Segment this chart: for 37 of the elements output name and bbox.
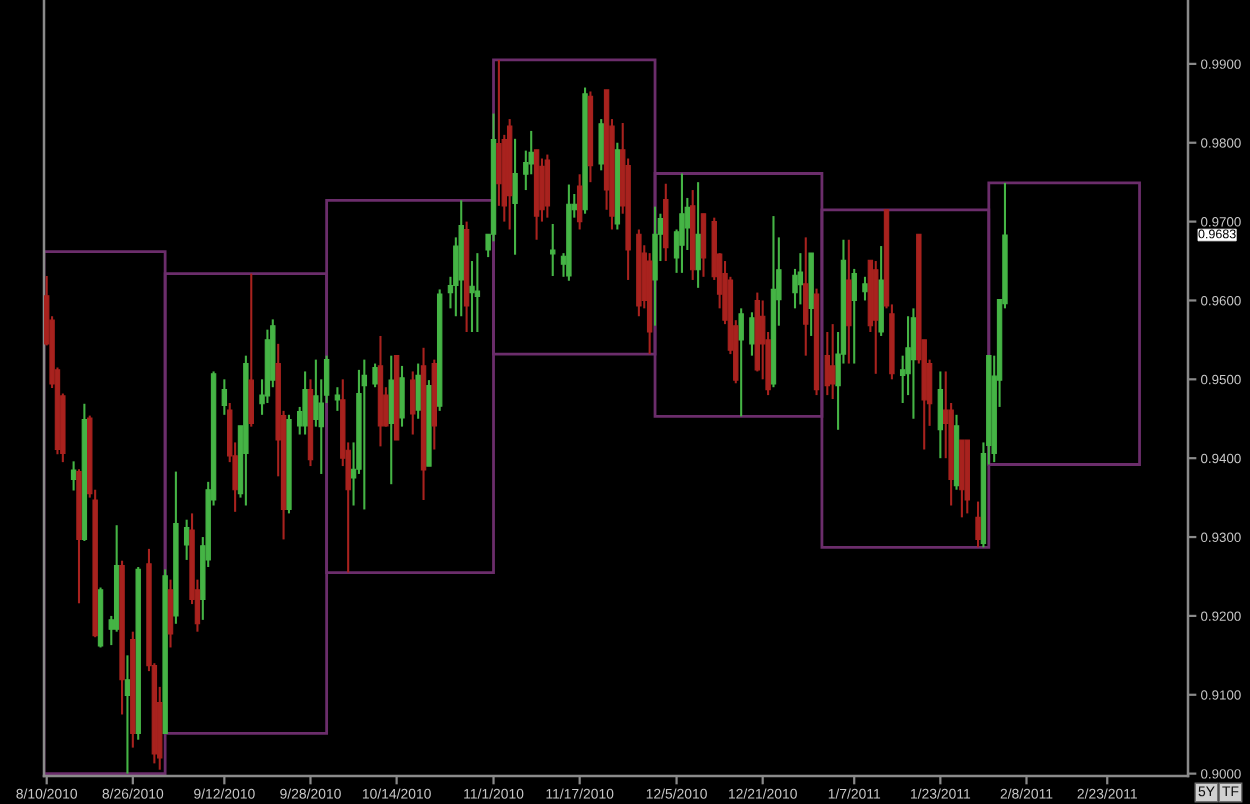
candlestick — [598, 118, 604, 172]
candlestick — [937, 370, 944, 460]
candlestick — [410, 370, 416, 436]
candlestick — [738, 307, 744, 418]
candlestick — [474, 252, 481, 334]
candlestick — [550, 222, 556, 278]
candlestick — [248, 272, 254, 428]
candlestick — [512, 137, 518, 256]
candlestick — [862, 275, 868, 302]
candlestick — [399, 364, 405, 428]
candlestick — [652, 205, 658, 327]
candlestick — [975, 500, 981, 549]
candlestick — [372, 362, 378, 389]
candlestick — [361, 358, 368, 511]
candlestick — [824, 330, 831, 397]
candlestick — [302, 370, 308, 436]
candlestick — [183, 518, 190, 561]
candlestick — [679, 172, 685, 274]
candlestick — [576, 173, 583, 231]
candlestick — [829, 323, 836, 401]
candlestick — [910, 307, 917, 420]
candlestick — [334, 386, 341, 412]
candlestick — [415, 362, 421, 420]
candlestick — [221, 378, 228, 416]
candlestick — [469, 259, 475, 334]
candlestick — [70, 460, 77, 492]
candlestick — [797, 252, 804, 306]
candlestick — [167, 578, 174, 649]
candlestick — [544, 153, 551, 219]
candlestick — [700, 212, 707, 278]
candlestick — [695, 181, 701, 289]
candlestick — [749, 311, 755, 357]
candlestick — [388, 354, 394, 486]
candlestick — [846, 238, 852, 365]
candlestick — [124, 654, 131, 775]
candlestick — [803, 236, 809, 357]
candlestick — [851, 267, 857, 365]
